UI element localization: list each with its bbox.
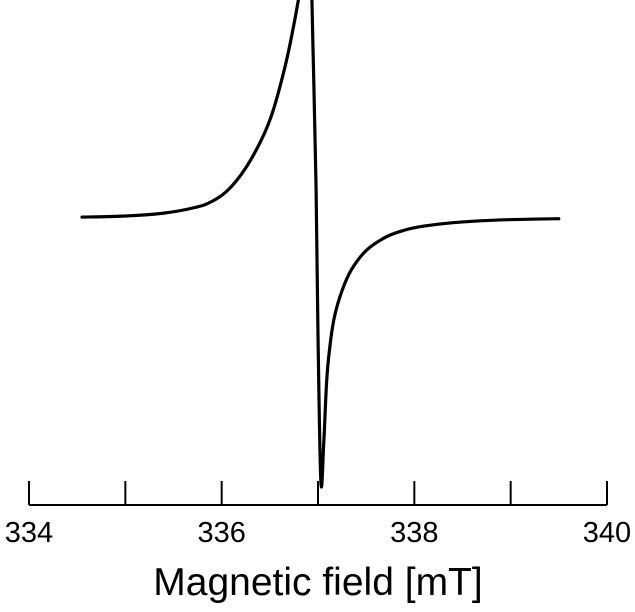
x-tick-label: 336 <box>197 517 245 549</box>
x-axis-ticks: 334 336 338 340 <box>5 481 631 549</box>
x-tick-label: 338 <box>390 517 438 549</box>
spectrum-line <box>80 0 561 489</box>
x-axis-title: Magnetic field [mT] <box>153 561 482 604</box>
x-tick-label: 334 <box>5 517 53 549</box>
x-tick-label: 340 <box>583 517 631 549</box>
